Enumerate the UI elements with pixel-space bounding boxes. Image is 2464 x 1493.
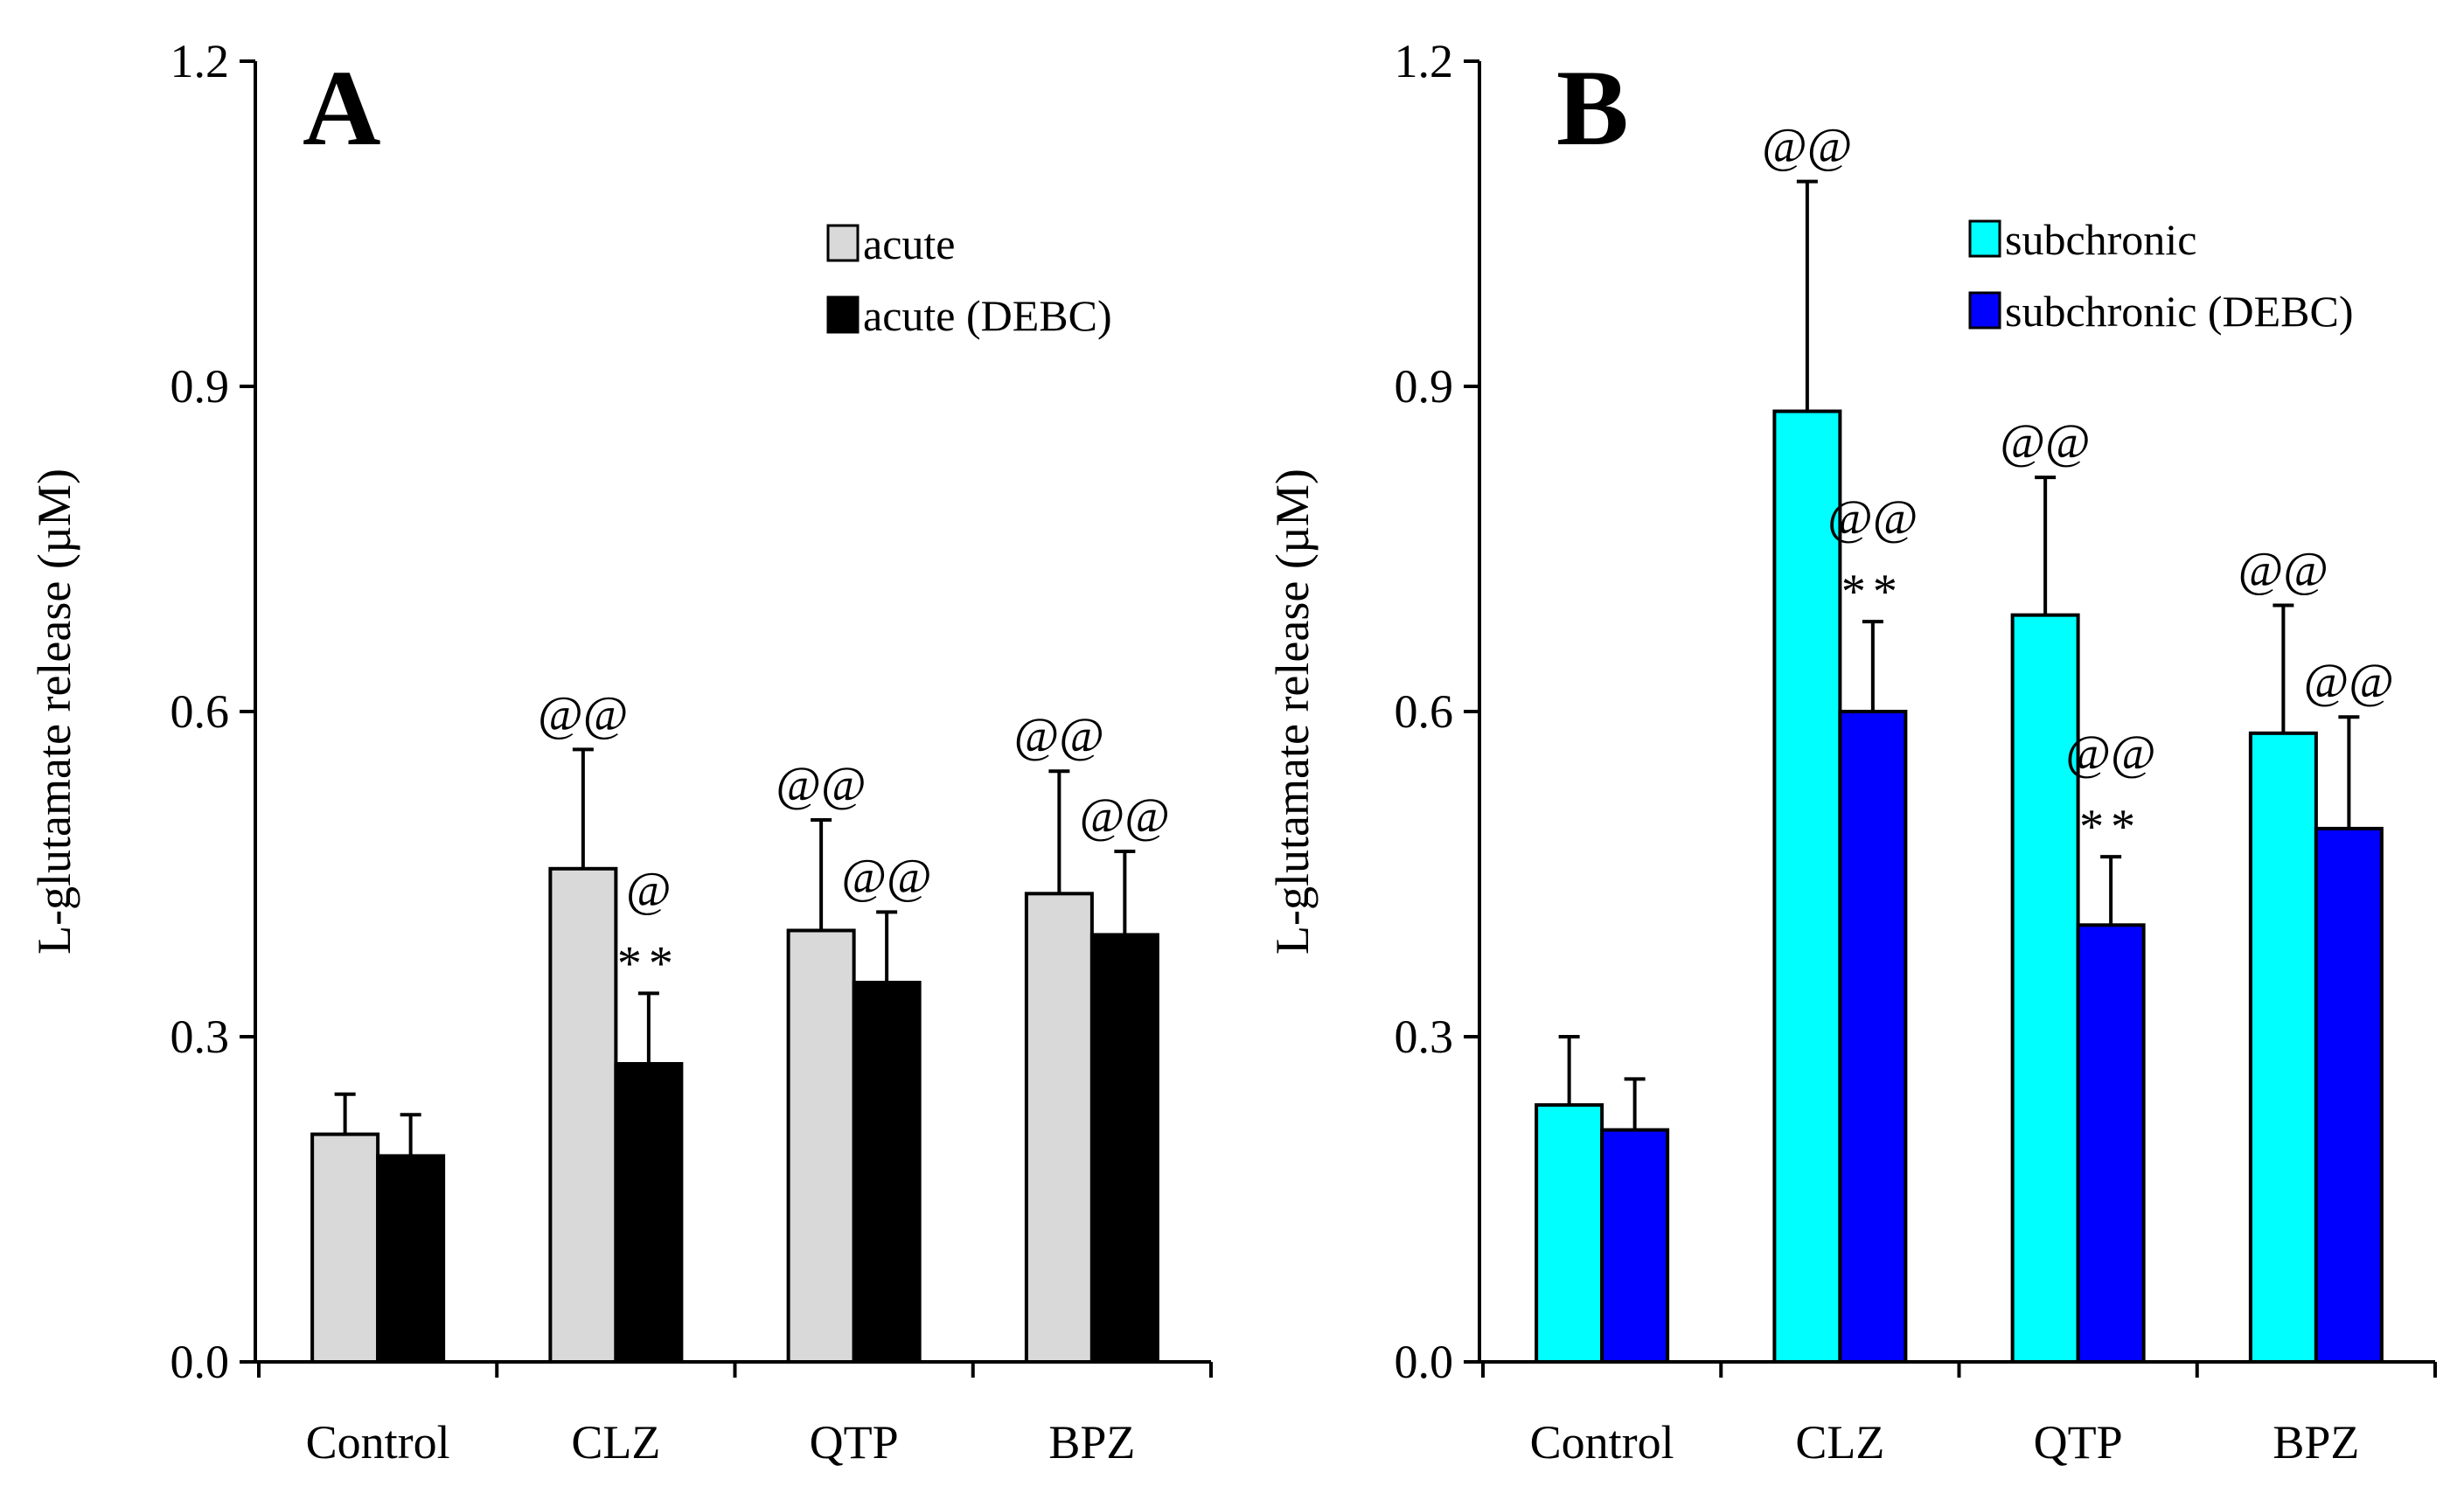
x-tick-label: CLZ xyxy=(571,1416,660,1469)
y-tick-label: 0.6 xyxy=(1395,685,1454,738)
y-axis-title: L-glutamate release (µM) xyxy=(1266,469,1319,955)
bar-clz-series-2 xyxy=(1838,710,1908,1364)
significance-annotation: @@ xyxy=(1080,789,1170,844)
x-tick-label: QTP xyxy=(810,1416,899,1469)
legend-swatch xyxy=(826,295,860,334)
significance-annotation: @@ xyxy=(538,687,628,741)
x-tick-label: CLZ xyxy=(1795,1416,1884,1469)
bar-clz-series-1 xyxy=(1772,409,1842,1364)
x-tick-label: Control xyxy=(1530,1416,1674,1469)
legend-swatch xyxy=(1968,219,2001,258)
y-tick-label: 0.9 xyxy=(171,360,230,413)
bar-control-series-2 xyxy=(376,1154,446,1365)
x-tick-label: QTP xyxy=(2034,1416,2123,1469)
x-tick-label: BPZ xyxy=(2273,1416,2359,1469)
y-tick-label: 1.2 xyxy=(171,35,230,87)
bar-qtp-series-1 xyxy=(786,928,856,1364)
significance-annotation: @@ xyxy=(1827,491,1918,545)
bar-bpz-series-1 xyxy=(1024,892,1094,1364)
x-tick-label: BPZ xyxy=(1048,1416,1135,1469)
legend-swatch xyxy=(826,224,860,262)
y-tick-label: 1.2 xyxy=(1395,35,1454,87)
bar-bpz-series-2 xyxy=(2314,826,2384,1364)
chart-panel-b: 0.0 0.3 0.6 0.9 1.2 Control @@ ** @@ CLZ @@ ** @@ QTP… xyxy=(1266,35,2437,1469)
significance-annotation: @@ xyxy=(1762,120,1852,174)
y-tick-label: 0.0 xyxy=(171,1336,230,1388)
bar-qtp-series-2 xyxy=(852,981,922,1364)
legend-label: acute xyxy=(863,219,955,268)
significance-stars: ** xyxy=(2079,800,2142,854)
bar-bpz-series-2 xyxy=(1089,933,1159,1364)
bar-control-series-1 xyxy=(310,1132,380,1364)
bar-qtp-series-2 xyxy=(2076,923,2146,1365)
y-axis-title: L-glutamate release (µM) xyxy=(28,469,80,955)
significance-annotation: @@ xyxy=(776,758,867,812)
bar-qtp-series-1 xyxy=(2010,613,2080,1364)
panel-label: B xyxy=(1556,48,1629,168)
significance-stars: ** xyxy=(1841,565,1904,619)
chart-panel-a: 0.0 0.3 0.6 0.9 1.2 Control @@ ** @ CLZ @@ @@ QTP @@ @… xyxy=(28,35,1213,1469)
legend-label: acute (DEBC) xyxy=(863,291,1112,340)
bar-clz-series-1 xyxy=(548,866,618,1364)
y-tick-label: 0.6 xyxy=(171,685,230,738)
bar-control-series-1 xyxy=(1535,1103,1604,1364)
legend-swatch xyxy=(1968,291,2001,330)
y-tick-label: 0.0 xyxy=(1395,1336,1454,1388)
significance-annotation: @@ xyxy=(1014,709,1104,763)
significance-annotation: @@ xyxy=(2001,415,2091,469)
bar-clz-series-2 xyxy=(614,1062,684,1364)
y-tick-label: 0.3 xyxy=(1395,1010,1454,1063)
x-tick-label: Control xyxy=(306,1416,450,1469)
panel-label: A xyxy=(303,48,381,168)
bar-control-series-2 xyxy=(1600,1128,1670,1364)
significance-annotation: @@ xyxy=(2238,543,2328,597)
significance-annotation: @@ xyxy=(2304,655,2394,709)
significance-annotation: @@ xyxy=(2066,726,2156,781)
significance-stars: ** xyxy=(617,936,680,990)
y-tick-label: 0.3 xyxy=(171,1010,230,1063)
significance-annotation: @ xyxy=(626,863,672,917)
bar-bpz-series-1 xyxy=(2248,731,2318,1364)
legend-label: subchronic xyxy=(2005,215,2196,264)
y-tick-label: 0.9 xyxy=(1395,360,1454,413)
legend-label: subchronic (DEBC) xyxy=(2005,287,2354,336)
significance-annotation: @@ xyxy=(842,850,932,904)
